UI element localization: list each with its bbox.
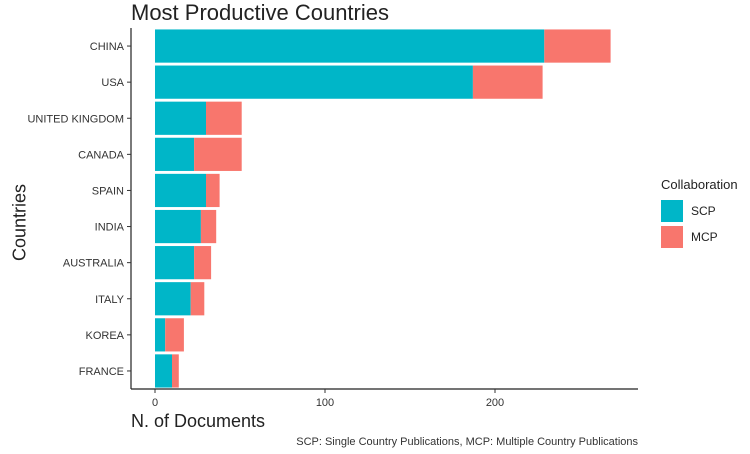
y-tick-label: AUSTRALIA (63, 258, 125, 270)
bar-mcp-australia (194, 246, 212, 280)
legend-label-scp: SCP (691, 204, 716, 218)
legend-title: Collaboration (661, 177, 738, 192)
y-tick-label: CHINA (90, 41, 125, 53)
bar-scp-canada (155, 137, 195, 171)
bar-mcp-italy (190, 282, 205, 316)
legend-swatch-mcp (661, 226, 683, 248)
bar-scp-korea (155, 318, 166, 352)
y-tick-label: ITALY (95, 294, 125, 306)
bar-scp-italy (155, 282, 191, 316)
bar-scp-france (155, 354, 172, 388)
y-tick-label: INDIA (95, 222, 125, 234)
bar-mcp-spain (206, 173, 220, 208)
legend-swatch-scp (661, 200, 683, 222)
x-tick-label: 100 (316, 397, 334, 409)
y-tick-label: UNITED KINGDOM (27, 113, 124, 125)
legend: Collaboration SCP MCP (661, 177, 738, 250)
bar-mcp-united-kingdom (206, 101, 242, 135)
bar-scp-united-kingdom (155, 101, 206, 135)
bar-scp-australia (155, 246, 195, 280)
legend-item-scp: SCP (661, 198, 738, 224)
legend-label-mcp: MCP (691, 230, 718, 244)
y-tick-label: KOREA (85, 330, 124, 342)
bar-scp-spain (155, 173, 206, 208)
bar-mcp-india (200, 209, 217, 244)
chart-caption: SCP: Single Country Publications, MCP: M… (296, 436, 638, 448)
bar-scp-india (155, 209, 201, 244)
bar-mcp-canada (194, 137, 242, 171)
x-tick-label: 0 (152, 397, 158, 409)
y-axis-label: Countries (9, 183, 30, 262)
bar-mcp-korea (165, 318, 184, 352)
bar-mcp-usa (472, 65, 543, 99)
y-tick-label: SPAIN (92, 185, 124, 197)
chart-title: Most Productive Countries (131, 0, 389, 25)
bar-scp-china (155, 29, 545, 63)
y-tick-label: USA (101, 77, 124, 89)
y-tick-label: FRANCE (79, 366, 124, 378)
bar-mcp-china (544, 29, 611, 63)
x-tick-label: 200 (486, 397, 504, 409)
bar-mcp-france (172, 354, 179, 388)
bar-scp-usa (155, 65, 473, 99)
y-tick-label: CANADA (78, 149, 125, 161)
legend-item-mcp: MCP (661, 224, 738, 250)
x-axis-label: N. of Documents (131, 411, 266, 431)
